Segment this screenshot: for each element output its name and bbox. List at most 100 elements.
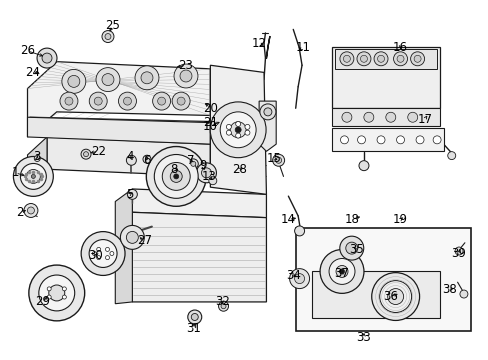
Text: 37: 37 <box>334 267 349 280</box>
Text: 29: 29 <box>35 296 50 309</box>
Circle shape <box>27 207 34 214</box>
Circle shape <box>29 265 84 321</box>
Text: 34: 34 <box>285 269 300 282</box>
Circle shape <box>105 256 109 260</box>
Text: 1: 1 <box>12 166 19 179</box>
Circle shape <box>162 162 190 190</box>
Circle shape <box>235 133 240 138</box>
Text: 16: 16 <box>392 41 407 54</box>
Circle shape <box>341 112 351 122</box>
Circle shape <box>396 55 403 62</box>
Text: 6: 6 <box>143 154 150 167</box>
Circle shape <box>387 289 403 305</box>
Circle shape <box>154 154 198 198</box>
Circle shape <box>20 163 46 189</box>
Text: 21: 21 <box>203 116 218 129</box>
Circle shape <box>126 231 138 243</box>
Circle shape <box>110 252 114 256</box>
Polygon shape <box>259 101 276 151</box>
Text: 12: 12 <box>251 37 266 50</box>
Text: 15: 15 <box>266 152 281 165</box>
Circle shape <box>343 55 350 62</box>
Text: 18: 18 <box>344 213 359 226</box>
Circle shape <box>210 102 265 158</box>
Circle shape <box>339 269 344 274</box>
Circle shape <box>142 155 151 163</box>
Circle shape <box>68 75 80 87</box>
Circle shape <box>432 136 440 144</box>
Text: 28: 28 <box>232 163 246 176</box>
Bar <box>295 228 470 330</box>
Circle shape <box>226 125 231 129</box>
Circle shape <box>13 157 53 196</box>
Circle shape <box>373 52 387 66</box>
Circle shape <box>235 127 241 133</box>
Circle shape <box>146 147 206 206</box>
Circle shape <box>120 225 144 249</box>
Circle shape <box>127 189 137 199</box>
Circle shape <box>187 310 202 324</box>
Circle shape <box>272 154 284 166</box>
Circle shape <box>89 92 107 110</box>
Circle shape <box>363 112 373 122</box>
Circle shape <box>413 55 420 62</box>
Circle shape <box>376 136 384 144</box>
Text: 10: 10 <box>203 120 217 133</box>
Circle shape <box>459 290 467 298</box>
Text: 19: 19 <box>392 213 407 226</box>
Polygon shape <box>331 128 444 151</box>
Circle shape <box>345 242 357 254</box>
Circle shape <box>356 52 370 66</box>
Text: 22: 22 <box>91 145 105 158</box>
Circle shape <box>47 287 51 291</box>
Polygon shape <box>27 137 47 187</box>
Circle shape <box>65 97 73 105</box>
Circle shape <box>415 136 423 144</box>
Circle shape <box>152 92 170 110</box>
Circle shape <box>357 136 365 144</box>
Circle shape <box>31 175 35 179</box>
Circle shape <box>360 55 366 62</box>
Circle shape <box>379 280 411 312</box>
Circle shape <box>83 152 88 157</box>
Text: 32: 32 <box>215 296 229 309</box>
Text: 27: 27 <box>137 234 152 247</box>
Text: 8: 8 <box>170 163 177 176</box>
Circle shape <box>94 97 102 105</box>
Circle shape <box>123 97 131 105</box>
Circle shape <box>208 177 216 185</box>
Circle shape <box>97 256 101 260</box>
Circle shape <box>264 108 271 116</box>
Circle shape <box>244 130 249 135</box>
Circle shape <box>407 112 417 122</box>
Circle shape <box>339 236 363 260</box>
Circle shape <box>92 252 96 256</box>
Circle shape <box>173 174 178 179</box>
Circle shape <box>385 112 395 122</box>
Circle shape <box>377 55 384 62</box>
Circle shape <box>62 69 85 93</box>
Circle shape <box>218 301 228 311</box>
Text: 30: 30 <box>88 249 103 262</box>
Circle shape <box>102 73 114 86</box>
Circle shape <box>34 156 40 162</box>
Polygon shape <box>115 189 132 304</box>
Circle shape <box>328 258 354 284</box>
Circle shape <box>221 304 225 309</box>
Circle shape <box>289 269 309 289</box>
Circle shape <box>191 314 198 320</box>
Circle shape <box>62 295 66 299</box>
Circle shape <box>141 72 153 84</box>
Text: 5: 5 <box>126 188 133 201</box>
Polygon shape <box>311 271 439 318</box>
Circle shape <box>62 287 66 291</box>
Circle shape <box>226 130 231 135</box>
Text: 2: 2 <box>17 206 24 219</box>
Circle shape <box>339 52 353 66</box>
Text: 24: 24 <box>25 66 40 79</box>
Circle shape <box>24 203 38 217</box>
Circle shape <box>244 125 249 129</box>
Circle shape <box>235 121 240 126</box>
Text: 23: 23 <box>178 59 193 72</box>
Circle shape <box>294 274 304 284</box>
